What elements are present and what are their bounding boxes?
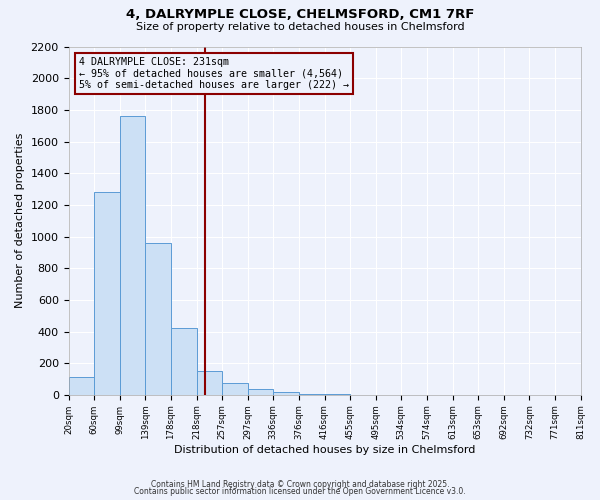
- X-axis label: Distribution of detached houses by size in Chelmsford: Distribution of detached houses by size …: [174, 445, 475, 455]
- Bar: [94, 192, 120, 395]
- Bar: [171, 328, 197, 395]
- Bar: [222, 383, 248, 395]
- Bar: [248, 388, 274, 395]
- Bar: [145, 243, 171, 395]
- Y-axis label: Number of detached properties: Number of detached properties: [15, 133, 25, 308]
- Bar: [197, 371, 222, 395]
- Text: 4, DALRYMPLE CLOSE, CHELMSFORD, CM1 7RF: 4, DALRYMPLE CLOSE, CHELMSFORD, CM1 7RF: [126, 8, 474, 20]
- Text: 4 DALRYMPLE CLOSE: 231sqm
← 95% of detached houses are smaller (4,564)
5% of sem: 4 DALRYMPLE CLOSE: 231sqm ← 95% of detac…: [79, 57, 349, 90]
- Bar: [120, 116, 145, 395]
- Bar: [68, 378, 94, 395]
- Text: Size of property relative to detached houses in Chelmsford: Size of property relative to detached ho…: [136, 22, 464, 32]
- Text: Contains HM Land Registry data © Crown copyright and database right 2025.: Contains HM Land Registry data © Crown c…: [151, 480, 449, 489]
- Text: Contains public sector information licensed under the Open Government Licence v3: Contains public sector information licen…: [134, 488, 466, 496]
- Bar: [299, 394, 325, 395]
- Bar: [274, 392, 299, 395]
